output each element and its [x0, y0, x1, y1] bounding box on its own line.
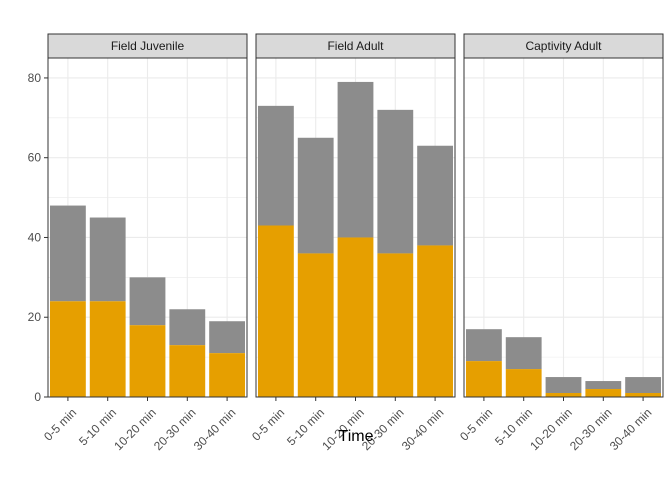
x-tick-label: 0-5 min	[41, 405, 79, 443]
bar-lower-0-5-min	[257, 225, 294, 397]
facet-title: Field Adult	[327, 39, 384, 53]
bar-lower-0-5-min	[49, 301, 86, 397]
x-tick-label: 30-40 min	[607, 405, 655, 453]
facet-strip	[255, 33, 456, 59]
bar-upper-30-40-min	[625, 377, 662, 394]
bar-upper-30-40-min	[209, 321, 246, 354]
bar-upper-30-40-min	[417, 145, 454, 246]
bar-lower-20-30-min	[585, 389, 622, 397]
bar-lower-5-10-min	[89, 301, 126, 397]
bar-upper-10-20-min	[337, 81, 374, 238]
x-tick-label: 30-40 min	[399, 405, 447, 453]
facet-strip	[463, 33, 664, 59]
x-tick-label: 30-40 min	[191, 405, 239, 453]
bar-lower-10-20-min	[129, 325, 166, 397]
y-tick-label: 60	[28, 151, 42, 165]
bar-lower-10-20-min	[337, 237, 374, 397]
bar-upper-0-5-min	[465, 329, 502, 362]
y-tick-label: 80	[28, 71, 42, 85]
y-axis: 0 20 40 60 80	[28, 71, 48, 404]
facet-title: Captivity Adult	[525, 39, 602, 53]
y-tick-label: 0	[34, 390, 41, 404]
bar-lower-10-20-min	[545, 393, 582, 397]
bar-lower-20-30-min	[377, 253, 414, 397]
y-tick-label: 20	[28, 310, 42, 324]
x-axis-title: Time	[339, 428, 374, 445]
bar-upper-5-10-min	[297, 137, 334, 254]
bar-upper-0-5-min	[257, 105, 294, 226]
bar-upper-10-20-min	[545, 377, 582, 394]
bar-upper-10-20-min	[129, 277, 166, 326]
bar-upper-5-10-min	[89, 217, 126, 302]
bar-upper-20-30-min	[169, 309, 206, 346]
bar-lower-30-40-min	[209, 353, 246, 397]
x-tick-label: 10-20 min	[111, 405, 159, 453]
bar-lower-20-30-min	[169, 345, 206, 397]
x-tick-label: 20-30 min	[151, 405, 199, 453]
x-tick-label: 0-5 min	[457, 405, 495, 443]
bar-upper-20-30-min	[585, 381, 622, 390]
bar-upper-0-5-min	[49, 205, 86, 302]
bar-upper-5-10-min	[505, 337, 542, 370]
bar-upper-20-30-min	[377, 109, 414, 254]
bar-lower-30-40-min	[417, 245, 454, 397]
bar-lower-0-5-min	[465, 361, 502, 397]
y-tick-label: 40	[28, 230, 42, 244]
bar-lower-5-10-min	[505, 369, 542, 397]
facet-strip	[47, 33, 248, 59]
bar-lower-5-10-min	[297, 253, 334, 397]
bar-lower-30-40-min	[625, 393, 662, 397]
x-tick-label: 20-30 min	[567, 405, 615, 453]
facet-title: Field Juvenile	[111, 39, 185, 53]
x-tick-label: 10-20 min	[527, 405, 575, 453]
x-tick-label: 0-5 min	[249, 405, 287, 443]
